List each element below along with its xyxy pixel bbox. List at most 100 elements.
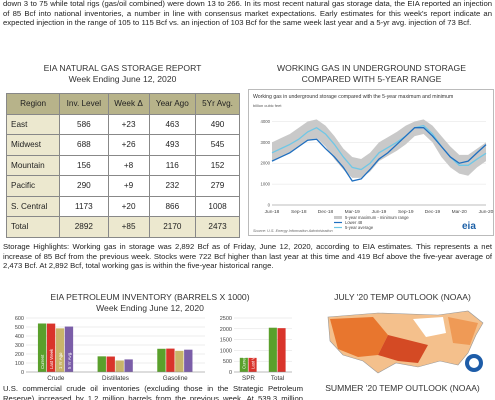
heat-area (330, 317, 388, 357)
bar-series-label: Last Week (49, 348, 54, 369)
x-tick-label: Sep-19 (398, 209, 414, 215)
bar (268, 327, 277, 372)
y-tick-label: 200 (15, 352, 24, 358)
y-tick-label: 0 (268, 203, 271, 208)
petro-title: EIA PETROLEUM INVENTORY (BARRELS X 1000) (50, 292, 250, 302)
y-tick-label: 100 (15, 361, 24, 367)
y-tick-label: 500 (15, 325, 24, 331)
bar-series-label: Current (40, 354, 45, 369)
y-tick-label: 2000 (260, 161, 270, 166)
table-cell: 156 (59, 154, 109, 176)
x-tick-label: Crude (47, 375, 65, 382)
table-cell: Region (5, 93, 61, 115)
x-tick-label: Gasoline (163, 375, 188, 382)
table-cell: 290 (59, 175, 109, 197)
july-title: JULY '20 TEMP OUTLOOK (NOAA) (334, 292, 471, 302)
bar (124, 359, 133, 372)
y-axis-label: billion cubic feet (253, 103, 282, 108)
table-cell: 279 (195, 175, 240, 197)
bar-series-label: 1 Yr Ago (58, 352, 63, 369)
table-cell: +23 (107, 113, 150, 135)
table-cell: East (5, 113, 61, 135)
bar (166, 348, 175, 372)
bar-series-label: Current (242, 354, 247, 369)
table-title: EIA NATURAL GAS STORAGE REPORT (43, 63, 202, 73)
chart-source: Source: U.S. Energy Information Administ… (253, 229, 333, 233)
gas-heading-line: WORKING GAS IN UNDERGROUND STORAGE (277, 63, 466, 73)
x-tick-label: Dec-19 (425, 209, 441, 215)
table-cell: 2170 (148, 216, 197, 238)
y-tick-label: 1000 (260, 182, 270, 187)
heat-area (448, 317, 478, 345)
bar-series-label: Last Week (250, 348, 255, 369)
table-cell: +85 (107, 216, 150, 238)
table-cell: 116 (148, 154, 197, 176)
table-cell: Total (5, 216, 61, 238)
summer-title: SUMMER '20 TEMP OUTLOOK (NOAA) (325, 383, 480, 393)
x-tick-label: Total (271, 375, 284, 382)
table-cell: 586 (59, 113, 109, 135)
bar-series-label: 5 Yr Avg. (67, 352, 72, 369)
table-cell: 232 (148, 175, 197, 197)
table-cell: 1173 (59, 195, 109, 217)
bar (64, 326, 74, 372)
x-tick-label: Jun-19 (372, 209, 387, 215)
table-cell: +9 (107, 175, 150, 197)
bar (46, 323, 56, 372)
table-cell: Year Ago (148, 93, 197, 115)
bar (248, 357, 257, 372)
table-cell: 688 (59, 134, 109, 156)
bar (97, 356, 106, 372)
bar (175, 350, 184, 372)
x-tick-label: Dec-18 (318, 209, 334, 215)
y-tick-label: 0 (229, 370, 232, 376)
bar (277, 328, 286, 372)
table-cell: 866 (148, 195, 197, 217)
table-cell: Mountain (5, 154, 61, 176)
table-cell: Pacific (5, 175, 61, 197)
x-tick-label: Jun-18 (265, 209, 280, 215)
bar (157, 348, 166, 372)
chart-title: Working gas in underground storage compa… (253, 94, 453, 100)
series-line (271, 127, 487, 182)
neutral-area (413, 317, 446, 337)
table-cell: +26 (107, 134, 150, 156)
table-cell: 5Yr Avg. (195, 93, 240, 115)
eia-logo: eia (462, 221, 476, 232)
petro-heading: EIA PETROLEUM INVENTORY (BARRELS X 1000)… (0, 292, 300, 314)
table-cell: S. Central (5, 195, 61, 217)
table-cell: 152 (195, 154, 240, 176)
legend-label: 5-year average (345, 225, 374, 230)
table-cell: +8 (107, 154, 150, 176)
legend-label: Lower 48 (345, 220, 363, 225)
y-tick-label: 600 (15, 316, 24, 322)
table-row: Region Inv. Level Week Δ Year Ago 5Yr Avg. (5, 93, 240, 115)
y-tick-label: 1500 (220, 338, 232, 344)
bar (239, 357, 248, 372)
x-tick-label: Distillates (102, 375, 129, 382)
legend-swatch (334, 216, 342, 219)
y-tick-label: 3000 (260, 140, 270, 145)
noaa-logo-inner (469, 358, 479, 368)
table-cell: 545 (195, 134, 240, 156)
table-row: Mountain 156 +8 116 152 (5, 154, 240, 176)
table-row: East 586 +23 463 490 (5, 113, 240, 135)
y-tick-label: 400 (15, 334, 24, 340)
storage-table: Region Inv. Level Week Δ Year Ago 5Yr Avg. Ea… (5, 93, 240, 238)
y-tick-label: 300 (15, 343, 24, 349)
y-tick-label: 1000 (220, 348, 232, 354)
bar (115, 360, 124, 372)
table-row: Total 2892 +85 2170 2473 (5, 216, 240, 238)
bar (184, 349, 193, 372)
table-cell: 463 (148, 113, 197, 135)
table-heading: EIA NATURAL GAS STORAGE REPORT Week Endi… (0, 63, 245, 85)
table-cell: 490 (195, 113, 240, 135)
gas-heading: WORKING GAS IN UNDERGROUND STORAGE COMPA… (248, 63, 495, 85)
table-row: S. Central 1173 +20 866 1008 (5, 195, 240, 217)
x-tick-label: Mar-19 (345, 209, 361, 215)
table-row: Midwest 688 +26 493 545 (5, 134, 240, 156)
table-subtitle: Week Ending June 12, 2020 (68, 74, 177, 84)
july-map (327, 310, 484, 374)
